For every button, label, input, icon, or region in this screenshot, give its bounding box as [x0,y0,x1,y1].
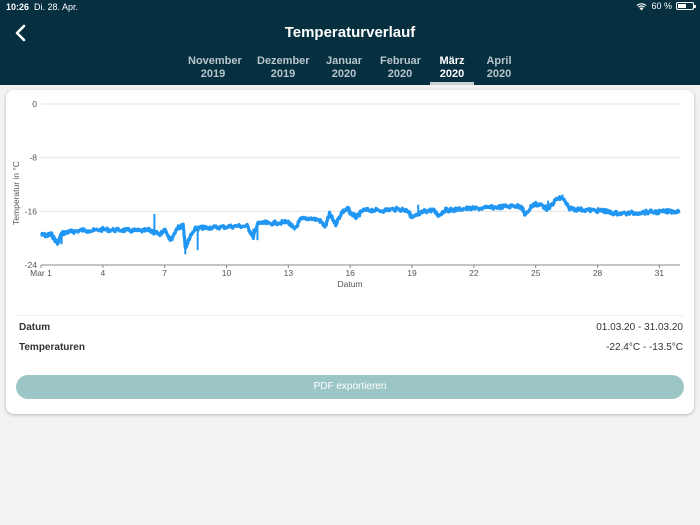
tab-month: Januar [326,55,363,67]
x-tick-label: 10 [222,268,232,278]
y-tick-label: -24 [25,260,38,270]
x-tick-label: 22 [469,268,479,278]
wifi-icon [637,2,647,10]
chevron-left-icon[interactable] [10,22,32,44]
x-tick-label: 13 [284,268,294,278]
tab-month: Dezember [257,55,310,67]
tab-year: 2019 [270,68,296,80]
x-axis-ticks: Mar 1 4 7 10 13 16 19 22 25 28 31 [30,265,664,278]
y-tick-label: 0 [32,99,37,109]
tab-month: Februar [380,55,421,67]
pdf-export-button[interactable]: PDF exportieren [16,375,684,399]
date-value: 01.03.20 - 31.03.20 [596,322,683,333]
tab-april-2020[interactable]: April 2020 [485,55,513,81]
x-tick-label: 7 [162,268,167,278]
status-right: 60 % [636,1,696,11]
temperature-range-value: -22.4°C - -13.5°C [606,342,683,353]
chart-grid [41,103,680,266]
tab-year: 2020 [439,68,465,80]
status-bar: 10:26 Di. 28. Apr. 60 % [0,0,700,14]
app-header: 10:26 Di. 28. Apr. 60 % Temperaturverlau… [0,0,700,85]
temperature-card: 0 -8 -16 -24 Mar 1 4 7 10 13 16 19 22 25 28 31 Temper… [6,90,694,414]
x-tick-label: 31 [655,268,665,278]
y-axis-label: Temperatur in °C [11,161,21,225]
tab-maerz-2020[interactable]: März 2020 [430,55,474,85]
tab-dezember-2019[interactable]: Dezember 2019 [257,55,310,81]
x-tick-label: 25 [531,268,541,278]
status-date: Di. 28. Apr. [34,2,79,12]
x-tick-label: 19 [407,268,417,278]
x-tick-label: 28 [593,268,603,278]
y-tick-label: -16 [25,206,38,216]
tab-year: 2020 [486,68,512,80]
temperature-chart[interactable]: 0 -8 -16 -24 Mar 1 4 7 10 13 16 19 22 25 28 31 Temper… [6,90,694,305]
y-axis-ticks: 0 -8 -16 -24 [25,99,38,270]
x-tick-label: Mar 1 [30,268,52,278]
tab-year: 2020 [331,68,357,80]
divider [16,315,684,316]
tab-year: 2020 [387,68,413,80]
chart-series [40,194,681,255]
y-tick-label: -8 [29,153,37,163]
battery-icon [676,2,696,10]
tab-november-2019[interactable]: November 2019 [188,55,242,81]
tab-februar-2020[interactable]: Februar 2020 [380,55,421,81]
status-time: 10:26 [6,2,30,12]
tab-month: November [188,55,242,67]
active-tab-indicator [430,82,474,85]
temperature-series-band [40,195,681,250]
battery-percentage: 60 % [651,1,672,11]
month-tabs: November 2019 Dezember 2019 Januar 2020 … [0,55,700,85]
tab-year: 2019 [200,68,226,80]
temperature-label: Temperaturen [19,342,85,353]
date-label: Datum [19,322,51,333]
x-tick-label: 16 [345,268,355,278]
tab-month: März [439,55,465,67]
temperature-series-line [40,196,680,250]
tab-month: April [486,55,512,67]
tab-januar-2020[interactable]: Januar 2020 [326,55,362,81]
x-axis-label: Datum [337,279,362,289]
x-tick-label: 4 [100,268,105,278]
page-title: Temperaturverlauf [284,24,416,41]
